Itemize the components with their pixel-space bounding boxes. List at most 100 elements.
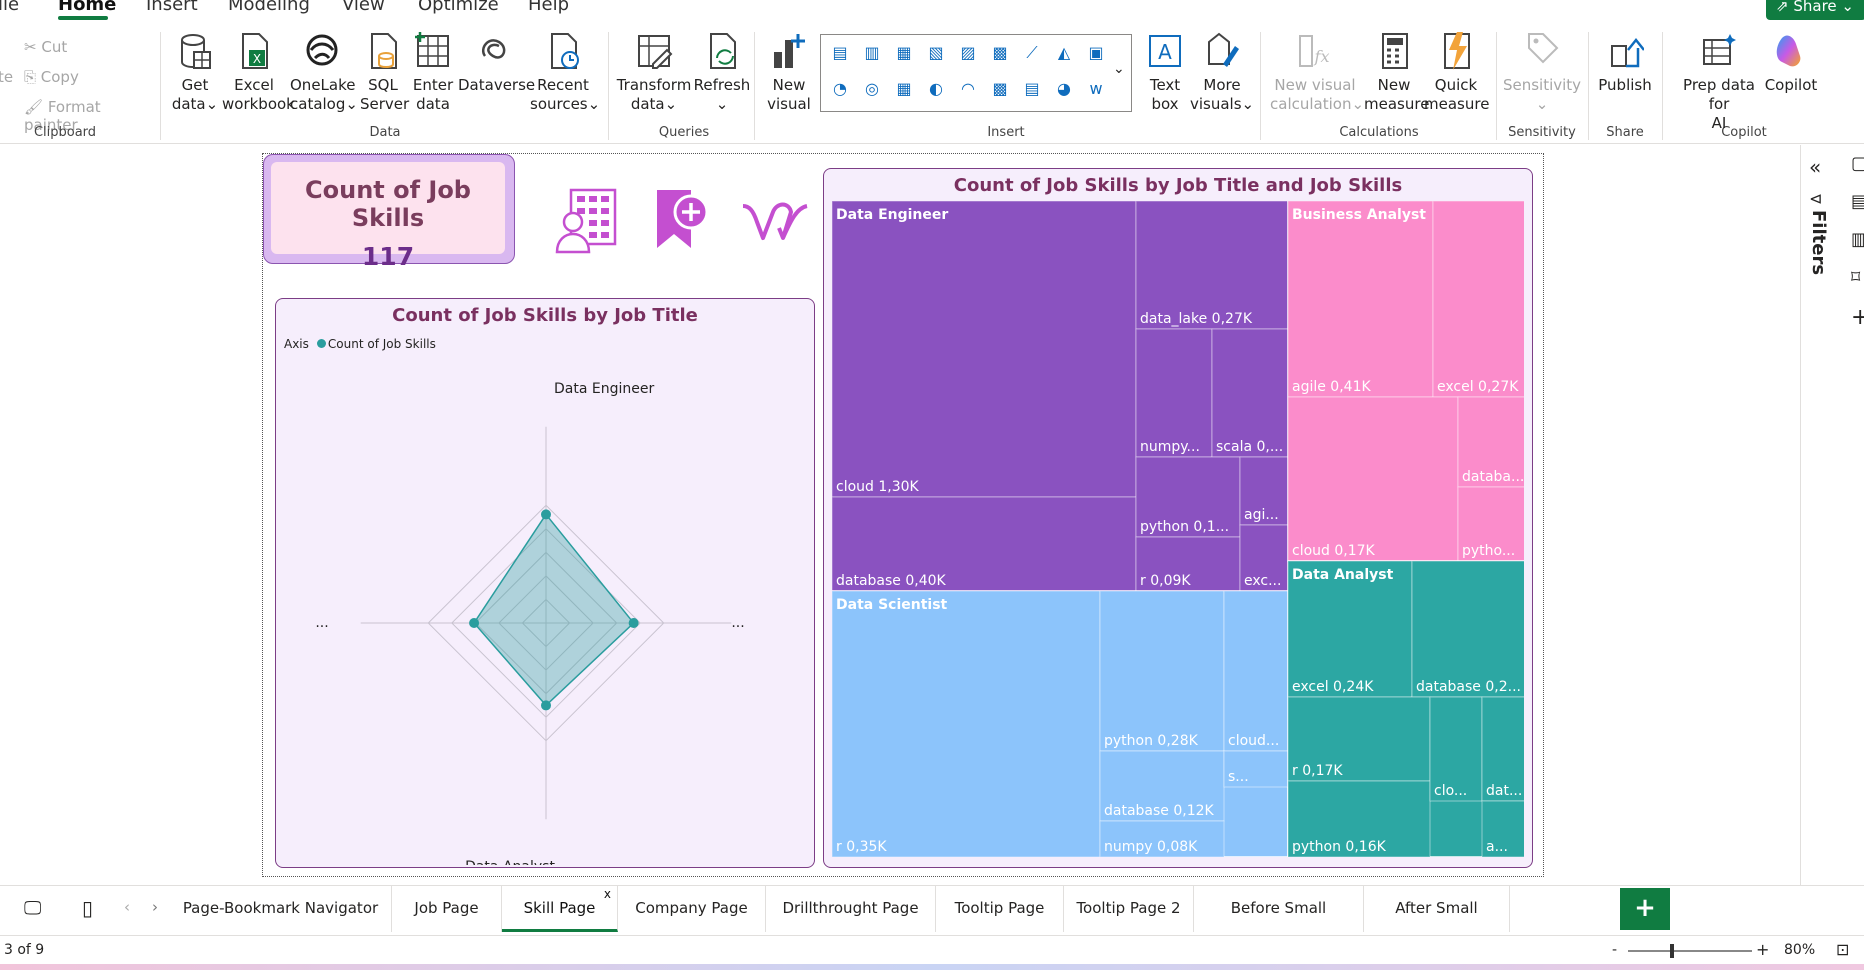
radar-data-point[interactable] <box>628 618 639 628</box>
refresh-button[interactable]: Refresh ⌄ <box>690 30 754 114</box>
treemap-tile[interactable] <box>1099 590 1225 752</box>
treemap-tile[interactable] <box>1135 536 1241 592</box>
menu-insert[interactable]: Insert <box>146 0 198 15</box>
treemap-tile[interactable] <box>1457 486 1524 562</box>
tab-before-small-multipsles[interactable]: Before Small Multipsles <box>1194 886 1364 961</box>
onelake-catalog-button[interactable]: OneLake catalog⌄ <box>290 30 358 114</box>
bookmark-icon[interactable]: ⌑ <box>1851 267 1861 288</box>
zoom-slider-thumb[interactable] <box>1670 944 1674 958</box>
treemap-tile[interactable] <box>1135 328 1213 458</box>
menu-home[interactable]: Home <box>58 0 117 15</box>
visual-type-icon[interactable]: ▤ <box>1024 79 1040 98</box>
data-pane-icon[interactable]: ▢ <box>1851 153 1864 174</box>
enter-data-button[interactable]: Enter data <box>410 30 456 114</box>
treemap-tile[interactable] <box>1411 560 1524 698</box>
zoom-slider[interactable] <box>1628 950 1752 952</box>
sensitivity-button[interactable]: Sensitivity ⌄ <box>1502 30 1582 114</box>
tab-after-small-multipsles[interactable]: After Small Multipsles <box>1364 886 1510 961</box>
visual-type-icon[interactable]: ▨ <box>960 43 976 62</box>
filter-icon[interactable]: ⊲ <box>1809 189 1823 208</box>
copy-button[interactable]: ⎘ Copy <box>24 68 79 86</box>
radar-data-point[interactable] <box>469 618 480 628</box>
tab-tooltip-page-2[interactable]: Tooltip Page 2 <box>1064 886 1194 932</box>
treemap-tile[interactable] <box>1287 396 1459 562</box>
treemap-tile[interactable] <box>1457 396 1524 488</box>
treemap-tile[interactable] <box>1287 780 1431 857</box>
text-box-button[interactable]: A Text box <box>1140 30 1190 114</box>
visual-type-icon[interactable]: ▦ <box>896 79 912 98</box>
visual-type-icon[interactable]: ◎ <box>865 79 879 98</box>
transform-data-button[interactable]: Transform data⌄ <box>616 30 692 114</box>
tab-skill-page[interactable]: Skill Page x <box>502 886 618 932</box>
radar-chart-card[interactable]: Count of Job Skills by Job Title Axis Cou… <box>275 298 815 868</box>
treemap-tile[interactable] <box>1287 560 1413 698</box>
visual-type-icon[interactable]: w <box>1089 79 1103 98</box>
radar-data-point[interactable] <box>541 700 551 711</box>
build-visual-icon[interactable]: ▤ <box>1851 191 1864 212</box>
treemap-tile[interactable] <box>832 590 1101 857</box>
visual-type-icon[interactable]: ◭ <box>1057 43 1071 62</box>
menu-modeling[interactable]: Modeling <box>228 0 310 15</box>
zoom-in-icon[interactable]: + <box>1756 940 1770 959</box>
quick-measure-button[interactable]: Quick measure <box>1424 30 1489 114</box>
new-visual-button[interactable]: New visual <box>764 30 814 114</box>
visual-type-icon[interactable]: ▣ <box>1088 43 1104 62</box>
radar-chart[interactable]: Data Engineer... Data Analyst... <box>276 355 816 865</box>
recent-sources-button[interactable]: Recent sources⌄ <box>530 30 600 114</box>
excel-workbook-button[interactable]: X Excel workbook <box>222 30 295 114</box>
desktop-view-icon[interactable]: 🖵 <box>24 898 42 919</box>
visual-type-icon[interactable]: ◐ <box>929 79 943 98</box>
treemap-tile[interactable] <box>1432 201 1524 398</box>
add-page-button[interactable]: + <box>1620 888 1670 930</box>
treemap-tile[interactable] <box>1135 201 1289 330</box>
new-measure-button[interactable]: New measure <box>1364 30 1429 114</box>
treemap-tile[interactable] <box>1223 590 1289 752</box>
format-visual-icon[interactable]: ▥ <box>1851 229 1864 250</box>
treemap-tile[interactable] <box>1287 696 1431 782</box>
tab-drillthrought-page[interactable]: Drillthrought Page <box>766 886 936 932</box>
mobile-view-icon[interactable]: ▯ <box>82 896 94 920</box>
treemap-tile[interactable] <box>1239 524 1289 592</box>
prev-page-icon[interactable]: ‹ <box>124 898 130 916</box>
sql-server-button[interactable]: SQL Server <box>360 30 409 114</box>
paste-partial[interactable]: te <box>0 68 14 86</box>
menu-help[interactable]: Help <box>528 0 570 15</box>
zoom-out-icon[interactable]: - <box>1612 942 1618 958</box>
menu-optimize[interactable]: Optimize <box>418 0 499 15</box>
treemap-tile[interactable] <box>832 201 1137 498</box>
visual-gallery[interactable]: ▤ ▥ ▦ ▧ ▨ ▩ ⟋ ◭ ▣ ◔ ◎ ▦ ◐ ◠ ▩ ▤ ◕ w ⌄ <box>820 34 1132 112</box>
new-visual-calculation-button[interactable]: fx New visual calculation⌄ <box>1270 30 1364 114</box>
dataverse-button[interactable]: Dataverse <box>458 30 535 95</box>
treemap-tile[interactable] <box>1481 696 1524 802</box>
tab-job-page[interactable]: Job Page <box>392 886 502 932</box>
bookmark-add-icon[interactable] <box>651 188 711 254</box>
publish-button[interactable]: Publish <box>1594 30 1656 95</box>
visual-type-icon[interactable]: ◠ <box>961 79 975 98</box>
treemap-chart[interactable]: cloud 1,30K database 0,40K data_lake 0,27K… <box>832 201 1524 857</box>
job-board-icon[interactable] <box>555 188 619 258</box>
visual-type-icon[interactable]: ▥ <box>864 43 880 62</box>
visual-type-icon[interactable]: ▤ <box>832 43 848 62</box>
treemap-tile[interactable] <box>1099 820 1225 857</box>
treemap-tile[interactable] <box>1239 456 1289 526</box>
filters-pane-label[interactable]: Filters <box>1808 210 1829 276</box>
kpi-card[interactable]: Count of Job Skills 117 <box>263 154 515 271</box>
share-button[interactable]: ⇗ Share ⌄ <box>1766 0 1864 20</box>
visual-type-icon[interactable]: ◔ <box>833 79 847 98</box>
visual-type-icon[interactable]: ⟋ <box>1026 43 1038 62</box>
report-page[interactable]: Count of Job Skills 117 Count of Job Ski… <box>262 153 1544 877</box>
treemap-tile[interactable] <box>1287 201 1434 398</box>
format-painter-button[interactable]: 🖌 Format painter <box>24 98 101 134</box>
cut-button[interactable]: ✂ Cut <box>24 38 68 56</box>
tab-page-bookmark-navigator[interactable]: Page-Bookmark Navigator <box>170 886 392 932</box>
prep-data-button[interactable]: Prep data for AI <box>1672 30 1766 133</box>
treemap-tile[interactable] <box>1135 456 1241 538</box>
treemap-tile[interactable] <box>832 496 1137 592</box>
menu-view[interactable]: View <box>342 0 385 15</box>
menu-file[interactable]: ile <box>0 0 20 15</box>
visual-type-icon[interactable]: ▦ <box>896 43 912 62</box>
collapse-pane-icon[interactable]: « <box>1809 155 1822 179</box>
visual-type-icon[interactable]: ▧ <box>928 43 944 62</box>
gallery-expand-icon[interactable]: ⌄ <box>1113 61 1125 77</box>
copilot-button[interactable]: Copilot <box>1762 30 1820 95</box>
